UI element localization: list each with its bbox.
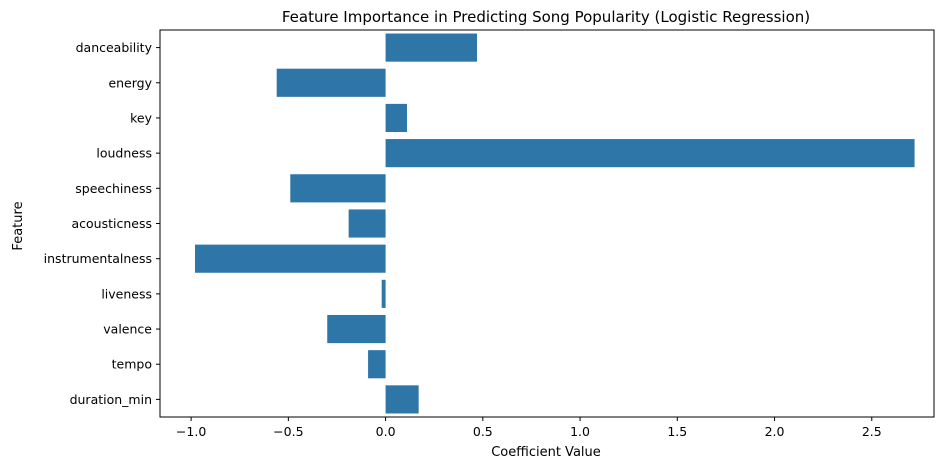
bar-valence <box>327 314 386 344</box>
y-tick-label: duration_min <box>70 392 152 407</box>
bars-group <box>195 33 915 414</box>
plot-frame <box>159 29 935 418</box>
x-tick-label: 0.0 <box>376 424 396 439</box>
bar-liveness <box>381 279 386 308</box>
bar-acousticness <box>348 209 386 238</box>
bar-energy <box>276 68 386 97</box>
y-tick-label: key <box>130 110 152 125</box>
x-tick-label: −0.5 <box>273 424 303 439</box>
y-tick-label: liveness <box>101 286 152 301</box>
x-tick-label: 1.5 <box>667 424 687 439</box>
y-tick-label: danceability <box>76 40 153 55</box>
y-tick-label: instrumentalness <box>44 251 152 266</box>
x-tick-label: 2.0 <box>765 424 785 439</box>
bar-instrumentalness <box>195 244 386 273</box>
chart-title: Feature Importance in Predicting Song Po… <box>282 8 810 26</box>
bar-speechiness <box>290 174 386 203</box>
bar-loudness <box>385 139 915 168</box>
y-tick-label: acousticness <box>72 216 153 231</box>
y-tick-label: valence <box>103 322 152 337</box>
y-tick-label: speechiness <box>75 181 152 196</box>
x-tick-label: 1.0 <box>570 424 590 439</box>
x-tick-label: 0.5 <box>473 424 493 439</box>
x-tick-label: −1.0 <box>176 424 206 439</box>
x-tick-label: 2.5 <box>862 424 882 439</box>
bar-key <box>385 103 407 133</box>
y-axis-label: Feature <box>11 201 26 250</box>
y-tick-label: tempo <box>112 357 152 372</box>
x-axis-label: Coefficient Value <box>491 445 601 460</box>
bar-duration-min <box>385 385 419 414</box>
x-axis-ticks: −1.0 −0.5 0.0 0.5 1.0 1.5 2.0 2.5 <box>176 417 882 439</box>
y-tick-label: energy <box>108 75 152 90</box>
y-tick-label: loudness <box>96 146 152 161</box>
bar-danceability <box>385 33 477 62</box>
bar-tempo <box>368 350 386 379</box>
y-axis-ticks: danceability energy key loudness speechiness… <box>44 40 160 407</box>
